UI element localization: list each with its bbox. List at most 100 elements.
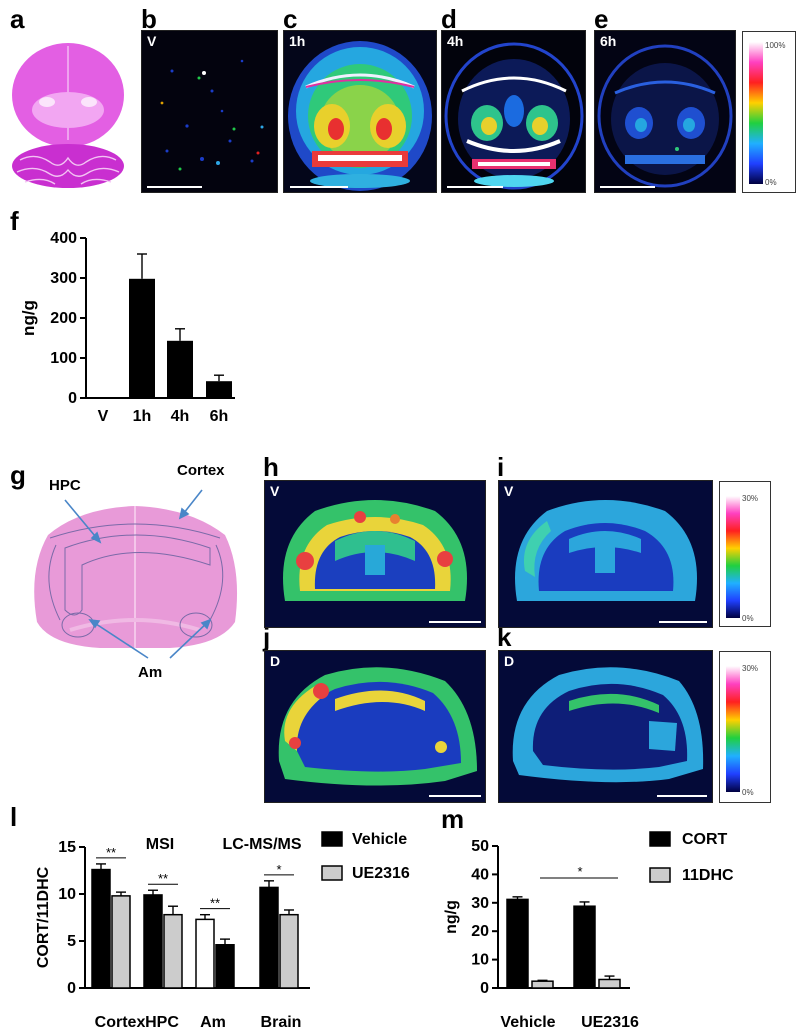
chart-l-header-lcms: LC-MS/MS	[222, 836, 301, 853]
colorbar-top-max: 100%	[765, 41, 786, 50]
bar-chart-m: 0 10 20 30 40 50 ng/g Vehicle UE2316 * CORT 11DHC	[443, 831, 734, 1031]
colorbar-top: 100% 0%	[742, 31, 796, 193]
msi-image-b: V	[141, 30, 278, 193]
scale-bar-c	[290, 186, 348, 188]
chart-m-bar	[598, 978, 621, 989]
image-tag-e: 6h	[600, 33, 617, 49]
msi-image-d: 4h	[441, 30, 586, 193]
chart-l-x-tick-label: HPC	[145, 1014, 179, 1031]
panel-label-b: b	[141, 4, 157, 34]
colorbar-bot-min: 0%	[742, 788, 754, 797]
chart-l-y-tick-label: 0	[67, 980, 76, 997]
chart-l-sig-label: **	[210, 896, 220, 911]
scale-bar-e	[600, 186, 655, 188]
label-hpc: HPC	[49, 477, 81, 494]
msi-image-e: 6h	[594, 30, 736, 193]
msi-image-h: V	[264, 480, 486, 628]
chart-m-legend-swatch	[649, 867, 671, 883]
scale-bar-k	[657, 795, 707, 797]
chart-f-x-tick-label: 4h	[171, 408, 190, 425]
msi-image-k: D	[498, 650, 713, 803]
stained-brain-section-g	[34, 489, 238, 659]
colorbar-bot-max: 30%	[742, 664, 759, 673]
label-am: Am	[138, 664, 163, 681]
panel-label-h: h	[263, 452, 279, 482]
chart-l-bar	[195, 918, 215, 989]
image-tag-c: 1h	[289, 33, 306, 49]
chart-l-bar	[215, 944, 235, 989]
image-tag-j: D	[270, 653, 281, 669]
chart-m-ylabel: ng/g	[443, 900, 460, 934]
colorbar-top-gradient	[749, 42, 763, 184]
scale-bar-h	[429, 621, 481, 623]
panel-label-i: i	[497, 452, 505, 482]
chart-f-bar	[167, 340, 193, 398]
chart-m-x-tick-label: UE2316	[581, 1014, 639, 1031]
chart-f-y-tick-label: 0	[68, 390, 77, 407]
colorbar-mid-gradient	[726, 496, 740, 618]
chart-l-legend-swatch	[321, 831, 343, 847]
panel-label-l: l	[10, 802, 18, 832]
bar-chart-l: 0 5 10 15 CORT/11DHC MSI LC-MS/MS ** Cortex ** HPC…	[35, 831, 410, 1031]
chart-l-bar	[163, 913, 183, 989]
image-tag-i: V	[504, 483, 514, 499]
bar-chart-f: 0 100 200 300 400 ng/g V 1h 4h 6h	[19, 230, 235, 425]
chart-l-legend-label: Vehicle	[352, 831, 407, 848]
colorbar-mid: 30% 0%	[719, 481, 771, 627]
chart-l-legend-label: UE2316	[352, 865, 410, 882]
image-tag-h: V	[270, 483, 280, 499]
chart-l-x-tick-label: Cortex	[95, 1014, 146, 1031]
colorbar-top-min: 0%	[765, 178, 777, 187]
chart-f-y-tick-label: 400	[50, 230, 77, 247]
stained-brain-section-a	[12, 43, 124, 188]
chart-l-sig-label: **	[158, 871, 168, 886]
chart-m-y-tick-label: 50	[471, 838, 489, 855]
scale-bar-i	[659, 621, 707, 623]
scale-bar-j	[429, 795, 481, 797]
panel-label-c: c	[283, 4, 298, 34]
chart-m-bar	[573, 905, 596, 989]
chart-m-y-tick-label: 20	[471, 923, 489, 940]
chart-l-bar	[111, 895, 131, 989]
chart-l-x-tick-label: Brain	[261, 1014, 302, 1031]
chart-l-ylabel: CORT/11DHC	[35, 866, 52, 968]
chart-f-bar	[206, 381, 232, 398]
chart-l-sig-label: **	[106, 845, 116, 860]
chart-l-legend-swatch	[321, 865, 343, 881]
chart-m-y-tick-label: 10	[471, 952, 489, 969]
chart-m-legend-label: CORT	[682, 831, 728, 848]
panel-label-g: g	[10, 460, 26, 490]
colorbar-bot: 30% 0%	[719, 651, 771, 803]
chart-f-x-tick-label: V	[98, 408, 109, 425]
panel-label-j: j	[263, 622, 271, 652]
chart-m-sig-label: *	[577, 864, 582, 879]
chart-m-legend-label: 11DHC	[682, 867, 734, 884]
chart-l-y-tick-label: 5	[67, 933, 76, 950]
colorbar-bot-gradient	[726, 666, 740, 792]
chart-l-header-msi: MSI	[146, 836, 174, 853]
chart-l-bar	[143, 894, 163, 989]
chart-l-y-tick-label: 15	[58, 839, 76, 856]
chart-f-y-tick-label: 300	[50, 270, 77, 287]
chart-l-x-tick-label: Am	[200, 1014, 226, 1031]
panel-label-e: e	[594, 4, 609, 34]
chart-f-bar	[129, 278, 155, 398]
scale-bar-b	[147, 186, 202, 188]
panel-label-a: a	[10, 4, 25, 34]
chart-f-ylabel: ng/g	[19, 300, 38, 336]
panel-label-f: f	[10, 206, 19, 236]
msi-image-c: 1h	[283, 30, 437, 193]
chart-m-bar	[531, 980, 554, 989]
msi-image-j: D	[264, 650, 486, 803]
chart-l-bar	[91, 868, 111, 989]
panel-label-m: m	[441, 804, 465, 834]
chart-l-y-tick-label: 10	[58, 886, 76, 903]
chart-f-x-tick-label: 6h	[210, 408, 229, 425]
chart-l-bar	[259, 886, 279, 989]
panel-label-d: d	[441, 4, 457, 34]
chart-f-y-tick-label: 200	[50, 310, 77, 327]
chart-f-y-tick-label: 100	[50, 350, 77, 367]
chart-m-x-tick-label: Vehicle	[500, 1014, 555, 1031]
panel-label-k: k	[497, 622, 512, 652]
image-tag-b: V	[147, 33, 157, 49]
